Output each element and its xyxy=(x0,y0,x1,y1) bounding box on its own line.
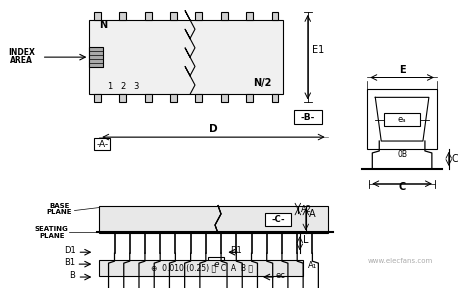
Bar xyxy=(196,12,202,20)
Bar xyxy=(367,89,437,149)
Text: B1: B1 xyxy=(65,258,76,267)
Text: www.elecfans.com: www.elecfans.com xyxy=(367,258,433,264)
Text: BASE: BASE xyxy=(49,203,70,209)
Bar xyxy=(99,260,303,276)
Text: N/2: N/2 xyxy=(253,78,272,88)
Bar xyxy=(294,110,322,124)
Text: D1: D1 xyxy=(65,246,76,255)
Bar xyxy=(272,95,278,102)
Text: A2: A2 xyxy=(301,205,312,214)
Text: E: E xyxy=(399,64,405,75)
Text: 2: 2 xyxy=(120,82,125,91)
Bar xyxy=(89,47,103,67)
Bar xyxy=(145,95,152,102)
Bar xyxy=(89,20,283,95)
Text: E1: E1 xyxy=(312,45,324,55)
Text: PLANE: PLANE xyxy=(39,233,65,239)
Bar xyxy=(272,12,278,20)
Bar xyxy=(221,95,228,102)
Text: L: L xyxy=(303,235,308,245)
Text: N: N xyxy=(99,20,108,30)
Text: -C-: -C- xyxy=(271,215,285,224)
Text: -B-: -B- xyxy=(300,113,315,122)
Bar xyxy=(170,12,177,20)
Bar xyxy=(119,12,126,20)
Bar xyxy=(196,95,202,102)
Bar xyxy=(246,12,253,20)
Bar xyxy=(265,212,291,226)
Bar xyxy=(246,95,253,102)
Text: C: C xyxy=(452,154,458,164)
Bar xyxy=(94,95,101,102)
Text: INDEX: INDEX xyxy=(8,48,35,57)
Text: eₐ: eₐ xyxy=(398,115,406,124)
Text: e: e xyxy=(214,260,219,269)
Text: SEATING: SEATING xyxy=(35,226,69,232)
Bar xyxy=(170,95,177,102)
Text: AREA: AREA xyxy=(11,56,33,65)
Bar xyxy=(119,95,126,102)
Text: D1: D1 xyxy=(230,246,242,255)
Text: 3: 3 xyxy=(133,82,138,91)
Bar xyxy=(208,257,224,271)
Text: -A-: -A- xyxy=(96,140,109,149)
Bar xyxy=(145,12,152,20)
Text: C: C xyxy=(398,182,406,192)
Bar xyxy=(99,205,327,233)
Text: A₁: A₁ xyxy=(308,261,317,270)
Text: D: D xyxy=(209,124,218,134)
Text: ⊕  0.010 (0.25) Ⓜ  C  A  B Ⓢ: ⊕ 0.010 (0.25) Ⓜ C A B Ⓢ xyxy=(151,264,252,273)
Bar xyxy=(384,113,420,126)
Text: 0B: 0B xyxy=(397,150,407,159)
Bar xyxy=(94,12,101,20)
Text: PLANE: PLANE xyxy=(47,210,72,216)
Text: B: B xyxy=(70,271,76,280)
Text: 1: 1 xyxy=(107,82,113,91)
Text: eᴄ: eᴄ xyxy=(276,271,286,280)
Text: A: A xyxy=(309,210,316,219)
Bar xyxy=(221,12,228,20)
